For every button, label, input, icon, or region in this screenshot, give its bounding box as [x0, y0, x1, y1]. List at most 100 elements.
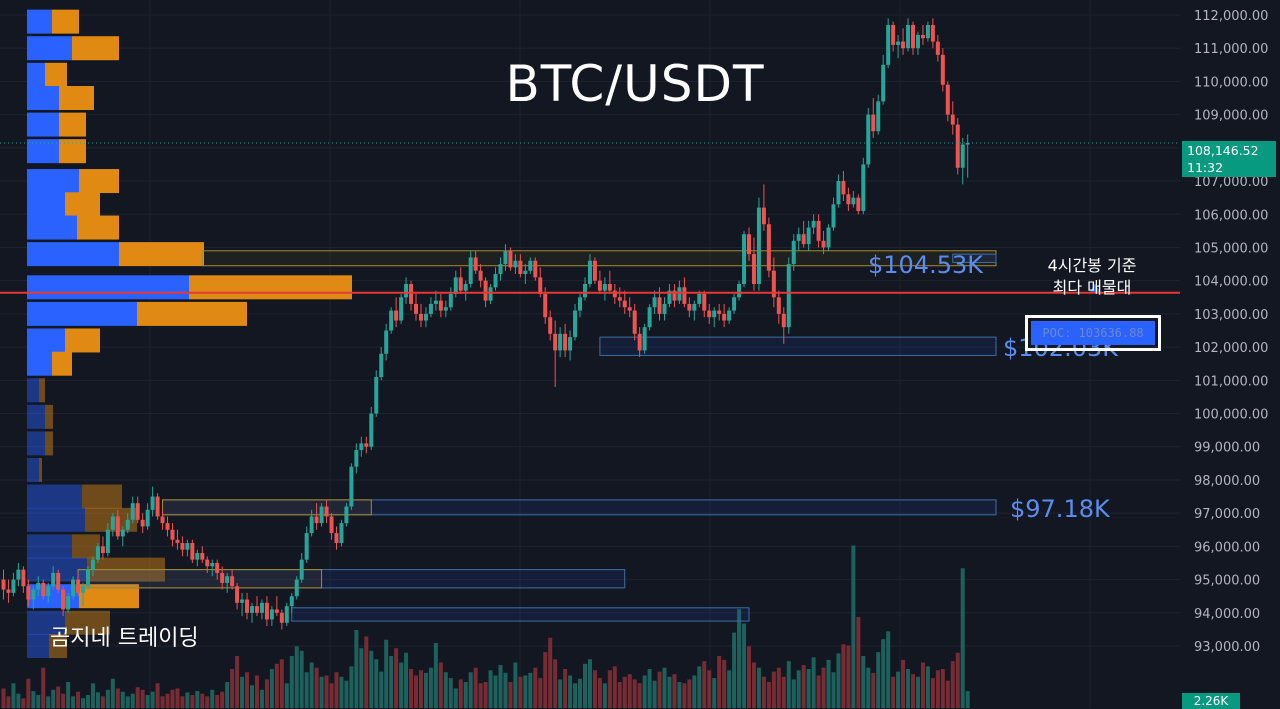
volume-bar: [190, 695, 195, 708]
volume-bar: [120, 691, 125, 708]
candle-body: [324, 506, 329, 517]
candle-body: [175, 539, 180, 544]
volume-bar: [428, 667, 433, 708]
candle-body: [548, 317, 553, 334]
candle-body: [384, 330, 389, 354]
candle-body: [508, 250, 513, 268]
volume-bar: [597, 678, 602, 708]
volume-bar: [687, 679, 692, 708]
profile-bar-up: [27, 534, 72, 559]
profile-bar-down: [72, 36, 119, 61]
volume-bar: [846, 645, 851, 708]
candle-body: [448, 293, 453, 308]
candle-body: [254, 606, 259, 613]
volume-bar: [563, 669, 568, 708]
price-tick-label: 100,000.00: [1194, 408, 1268, 423]
volume-bar: [284, 683, 289, 708]
profile-bar-up: [27, 507, 85, 532]
profile-bar-down: [39, 378, 45, 403]
candle-body: [394, 310, 399, 321]
volume-bar: [712, 678, 717, 708]
profile-bar-up: [27, 404, 45, 429]
volume-bar: [36, 695, 41, 708]
candle-body: [389, 310, 394, 331]
volume-bar: [269, 669, 274, 708]
candle-body: [339, 523, 344, 544]
poc-label: POC: 103636.88: [1031, 321, 1155, 345]
volume-bar: [861, 656, 866, 708]
zone-box: [77, 569, 323, 589]
volume-bar: [856, 617, 861, 708]
candle-body: [220, 572, 225, 583]
volume-bar: [210, 689, 215, 708]
volume-bar: [587, 659, 592, 708]
volume-bar: [483, 682, 488, 708]
volume-bar: [911, 674, 916, 708]
volume-bar: [538, 678, 543, 708]
candle-body: [503, 250, 508, 265]
support-resistance-zones: [77, 250, 997, 622]
volume-bar: [796, 670, 801, 708]
volume-bar: [886, 631, 891, 708]
candle-body: [826, 227, 831, 248]
volume-bar: [76, 691, 81, 708]
candle-body: [578, 297, 583, 311]
candle-body: [538, 277, 543, 294]
volume-bar: [791, 679, 796, 708]
volume-bar: [374, 659, 379, 708]
volume-bar: [513, 662, 518, 708]
volume-bar: [573, 683, 578, 708]
profile-bar-up: [27, 9, 52, 34]
volume-bar: [240, 676, 245, 708]
candle-body: [274, 609, 279, 613]
volume-bar: [125, 696, 130, 708]
candle-body: [120, 529, 125, 537]
volume-bar: [667, 676, 672, 708]
profile-bar-down: [82, 484, 122, 509]
price-tick-label: 110,000.00: [1194, 75, 1268, 90]
candle-body: [761, 207, 766, 225]
volume-bar: [339, 676, 344, 708]
zone-box: [162, 499, 372, 516]
volume-bar: [737, 609, 742, 708]
volume-bar: [463, 682, 468, 708]
volume-bar: [528, 672, 533, 708]
volume-bar: [90, 683, 95, 708]
profile-bar-down: [52, 9, 79, 34]
candle-body: [61, 589, 66, 610]
volume-bar: [473, 667, 478, 708]
candle-body: [582, 284, 587, 298]
volume-bar: [115, 688, 120, 708]
candle-body: [185, 543, 190, 550]
volume-bar: [399, 662, 404, 708]
price-axis[interactable]: 112,000.00 111,000.00 110,000.00 109,000.00…: [1194, 9, 1268, 655]
candle-body: [945, 84, 950, 115]
volume-bar: [6, 696, 11, 708]
volume-bar: [31, 691, 36, 708]
volume-bar: [617, 682, 622, 708]
candle-body: [771, 270, 776, 298]
profile-bar-up: [27, 634, 49, 658]
candle-body: [906, 24, 911, 49]
volume-bar: [100, 696, 105, 708]
volume-bar: [71, 696, 76, 708]
price-tick-label: 111,000.00: [1194, 42, 1268, 57]
price-tick-label: 99,000.00: [1194, 441, 1260, 456]
volume-bar: [786, 661, 791, 708]
candle-body: [309, 516, 314, 534]
volume-bar: [245, 672, 250, 708]
volume-bar: [11, 683, 16, 708]
volume-bar: [468, 672, 473, 708]
profile-bar-down: [137, 301, 247, 326]
candle-body: [418, 313, 423, 321]
candle-body: [453, 277, 458, 294]
price-tick-label: 97,000.00: [1194, 507, 1260, 522]
zone-box: [599, 336, 997, 356]
candle-body: [493, 274, 498, 288]
volume-bar: [389, 656, 394, 708]
candle-body: [135, 503, 140, 520]
volume-bar: [274, 663, 279, 708]
candle-body: [264, 602, 269, 620]
volume-bar: [891, 676, 896, 708]
